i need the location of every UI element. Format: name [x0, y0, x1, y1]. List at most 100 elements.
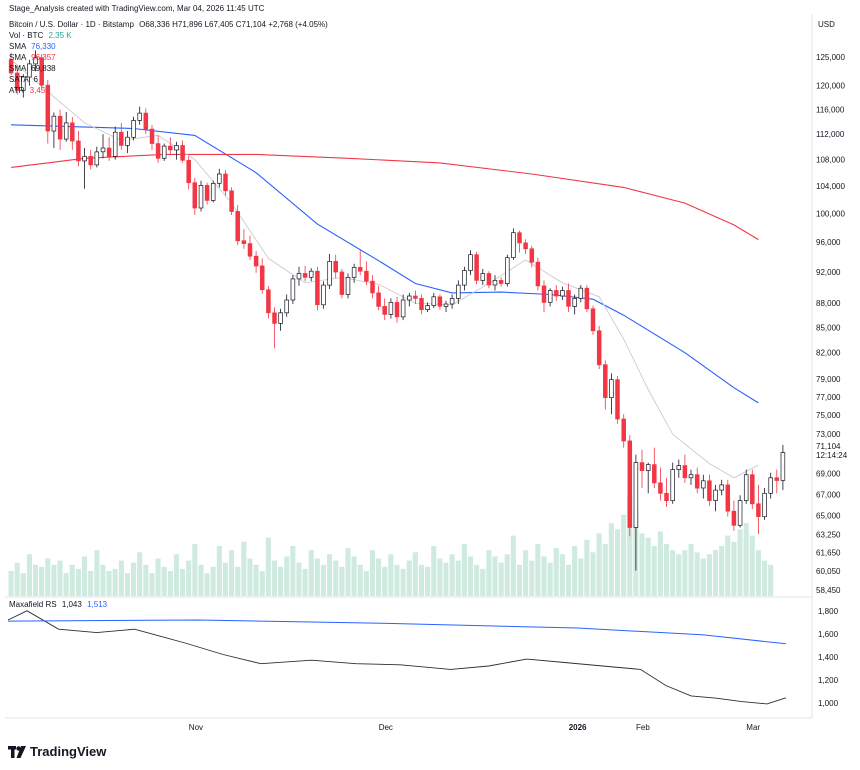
candle[interactable] — [8, 52, 14, 76]
symbol-title[interactable]: Bitcoin / U.S. Dollar · 1D · Bitstamp — [9, 20, 134, 29]
candle[interactable] — [547, 288, 553, 307]
candle[interactable] — [529, 245, 535, 268]
candle[interactable] — [590, 305, 596, 335]
candle[interactable] — [204, 182, 210, 205]
candle[interactable] — [486, 271, 492, 289]
candle[interactable] — [198, 180, 204, 212]
candle[interactable] — [713, 484, 718, 512]
candle[interactable] — [560, 286, 565, 300]
candle[interactable] — [112, 126, 118, 160]
candle[interactable] — [70, 116, 75, 150]
candle[interactable] — [137, 106, 142, 125]
candle[interactable] — [308, 268, 314, 282]
candle[interactable] — [45, 79, 51, 144]
candle[interactable] — [296, 266, 302, 286]
candle[interactable] — [82, 148, 87, 189]
candle[interactable] — [670, 462, 675, 504]
candle[interactable] — [327, 254, 332, 289]
candle[interactable] — [63, 111, 69, 142]
candle[interactable] — [707, 474, 712, 506]
candle[interactable] — [492, 275, 498, 291]
candle[interactable] — [566, 283, 571, 313]
candle[interactable] — [333, 254, 338, 279]
candle[interactable] — [14, 65, 20, 95]
candle[interactable] — [351, 263, 357, 283]
candle[interactable] — [750, 469, 755, 510]
candle[interactable] — [541, 280, 547, 312]
candle[interactable] — [266, 285, 271, 319]
candle[interactable] — [235, 205, 240, 246]
candle[interactable] — [658, 467, 663, 501]
candle[interactable] — [621, 414, 626, 448]
candle[interactable] — [468, 250, 473, 276]
candle[interactable] — [480, 269, 486, 286]
candle[interactable] — [517, 230, 522, 253]
candle[interactable] — [394, 296, 400, 323]
candle[interactable] — [100, 134, 106, 159]
candle[interactable] — [253, 251, 259, 273]
candle[interactable] — [407, 292, 412, 307]
candle[interactable] — [174, 141, 179, 160]
indicator-atr[interactable]: ATR 3,454 — [9, 86, 50, 96]
candle[interactable] — [168, 137, 173, 154]
candle[interactable] — [737, 495, 743, 528]
candle[interactable] — [51, 112, 57, 149]
candle[interactable] — [572, 294, 577, 315]
candle[interactable] — [682, 454, 688, 483]
indicator-sma-2[interactable]: SMA 96,357 — [9, 53, 56, 63]
candle[interactable] — [627, 435, 633, 537]
candle[interactable] — [676, 459, 682, 478]
candle[interactable] — [768, 472, 773, 499]
candle[interactable] — [345, 273, 351, 299]
indicator-sata[interactable]: SATA 6 — [9, 75, 38, 85]
candle[interactable] — [603, 360, 608, 410]
candle[interactable] — [149, 124, 155, 150]
candle[interactable] — [272, 307, 277, 349]
candle[interactable] — [125, 131, 130, 154]
candle[interactable] — [76, 131, 81, 167]
candle[interactable] — [762, 488, 767, 520]
tradingview-logo[interactable]: TradingView — [8, 744, 106, 759]
indicator-sma-3[interactable]: SMA 69,838 — [9, 64, 56, 74]
candle[interactable] — [578, 285, 584, 303]
candle[interactable] — [94, 146, 100, 168]
candle[interactable] — [161, 143, 167, 161]
candle[interactable] — [523, 239, 528, 254]
candle[interactable] — [645, 462, 651, 494]
candle[interactable] — [364, 261, 369, 286]
rs-legend[interactable]: Maxafield RS 1,043 1,513 — [9, 600, 107, 609]
candle[interactable] — [652, 447, 657, 488]
candle[interactable] — [357, 250, 363, 276]
candle[interactable] — [462, 266, 467, 291]
candle[interactable] — [664, 477, 669, 507]
candle[interactable] — [425, 302, 430, 312]
candle[interactable] — [259, 258, 265, 294]
price-axis[interactable]: 125,000 120,000 116,000 112,000 108,000 104,0… — [816, 53, 845, 595]
candle[interactable] — [376, 285, 381, 311]
candle[interactable] — [456, 280, 461, 304]
candle[interactable] — [419, 294, 424, 315]
candle[interactable] — [302, 265, 308, 282]
candle[interactable] — [131, 116, 136, 141]
candle[interactable] — [505, 254, 510, 287]
candle[interactable] — [780, 444, 786, 491]
candle[interactable] — [474, 251, 479, 285]
candle[interactable] — [106, 137, 112, 161]
candle[interactable] — [701, 474, 706, 499]
candle[interactable] — [633, 454, 639, 571]
candle[interactable] — [57, 109, 63, 150]
candle[interactable] — [39, 54, 44, 89]
candle[interactable] — [400, 294, 406, 321]
candle[interactable] — [731, 500, 737, 531]
candle[interactable] — [210, 180, 216, 203]
candle[interactable] — [535, 257, 541, 291]
candle[interactable] — [449, 294, 455, 309]
candle[interactable] — [27, 59, 32, 86]
candle[interactable] — [431, 292, 437, 308]
candle[interactable] — [639, 449, 645, 488]
candle[interactable] — [229, 187, 234, 215]
candle[interactable] — [315, 266, 320, 311]
candle[interactable] — [388, 298, 394, 319]
candle[interactable] — [743, 469, 749, 504]
